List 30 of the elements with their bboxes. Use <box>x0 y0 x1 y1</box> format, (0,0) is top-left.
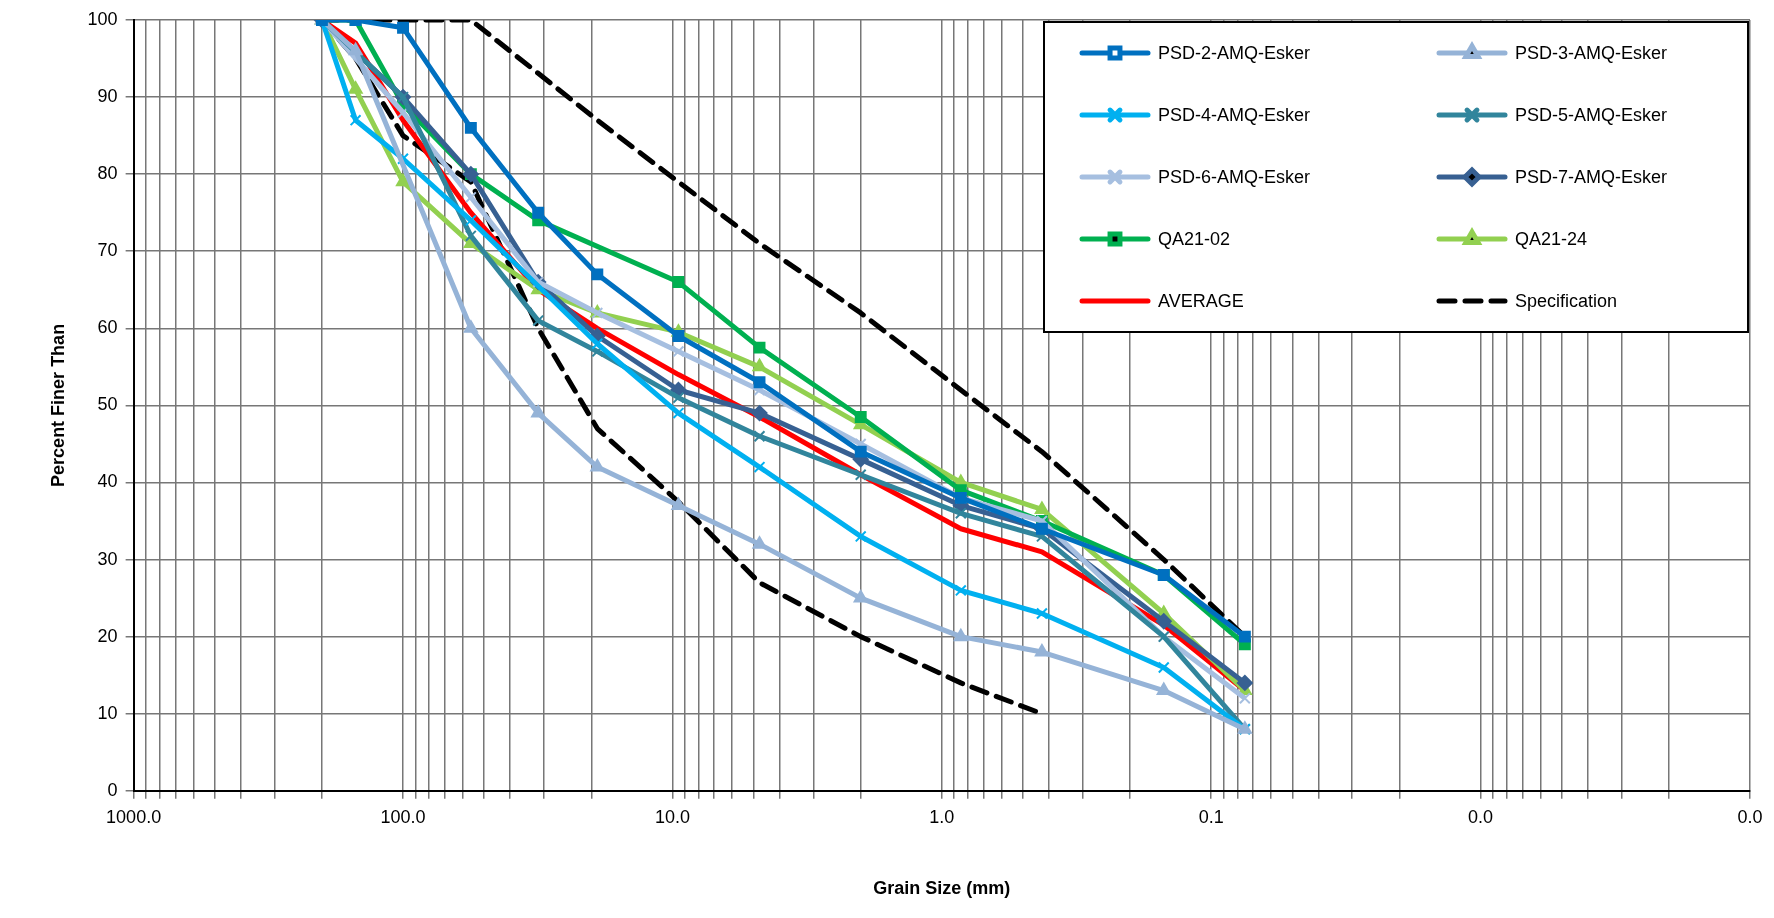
legend-label: Specification <box>1515 290 1618 311</box>
y-axis-title: Percent Finer Than <box>47 323 68 487</box>
y-tick-label: 70 <box>97 240 118 261</box>
y-tick-label: 50 <box>97 394 118 415</box>
y-tick-label: 100 <box>87 8 118 29</box>
y-tick-label: 80 <box>97 163 118 184</box>
x-tick-label: 100.0 <box>380 806 426 827</box>
y-tick-label: 10 <box>97 702 118 723</box>
y-tick-label: 0 <box>107 779 118 800</box>
x-tick-label: 0.0 <box>1737 806 1763 827</box>
x-tick-label: 1.0 <box>929 806 955 827</box>
y-tick-label: 40 <box>97 471 118 492</box>
legend-label: QA21-02 <box>1158 228 1231 249</box>
legend-label: PSD-3-AMQ-Esker <box>1515 42 1668 63</box>
legend-label: AVERAGE <box>1158 290 1244 311</box>
y-tick-label: 30 <box>97 548 118 569</box>
legend-label: PSD-4-AMQ-Esker <box>1158 104 1311 125</box>
legend-label: QA21-24 <box>1515 228 1588 249</box>
x-tick-label: 10.0 <box>654 806 690 827</box>
legend-label: PSD-6-AMQ-Esker <box>1158 166 1311 187</box>
legend-label: PSD-5-AMQ-Esker <box>1515 104 1668 125</box>
y-tick-label: 60 <box>97 317 118 338</box>
x-axis-title: Grain Size (mm) <box>873 878 1011 899</box>
legend-label: PSD-7-AMQ-Esker <box>1515 166 1668 187</box>
legend-label: PSD-2-AMQ-Esker <box>1158 42 1311 63</box>
x-tick-label: 0.1 <box>1198 806 1224 827</box>
y-tick-label: 90 <box>97 86 118 107</box>
y-tick-label: 20 <box>97 625 118 646</box>
x-tick-label: 0.0 <box>1468 806 1494 827</box>
x-tick-label: 1000.0 <box>106 806 162 827</box>
